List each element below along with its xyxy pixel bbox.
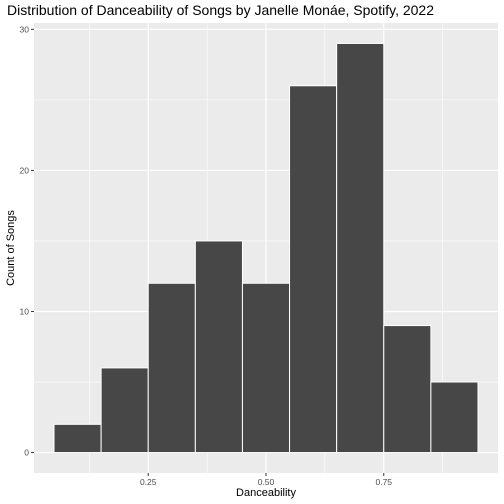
x-tick-label: 0.25 <box>140 477 157 487</box>
x-tick-label: 0.75 <box>375 477 392 487</box>
y-tick-label: 10 <box>20 306 30 316</box>
histogram-bar <box>430 381 479 454</box>
histogram-bar <box>241 282 291 454</box>
histogram-bar <box>383 325 432 454</box>
x-axis-title: Danceability <box>236 487 296 499</box>
y-axis-title: Count of Songs <box>5 210 17 286</box>
y-axis: 0 10 20 30 <box>20 24 34 458</box>
chart-title: Distribution of Danceability of Songs by… <box>7 2 434 18</box>
y-tick-label: 20 <box>20 165 30 175</box>
x-axis: 0.25 0.50 0.75 <box>140 473 392 487</box>
y-tick-label: 30 <box>20 24 30 34</box>
histogram-bar <box>289 85 338 454</box>
x-tick-label: 0.50 <box>258 477 275 487</box>
histogram-bar <box>194 240 243 454</box>
bars <box>53 42 479 454</box>
histogram-bar <box>100 367 149 454</box>
histogram-bar <box>336 42 385 454</box>
histogram-bar <box>53 423 102 454</box>
y-tick-label: 0 <box>24 448 29 458</box>
histogram-bar <box>147 282 196 454</box>
